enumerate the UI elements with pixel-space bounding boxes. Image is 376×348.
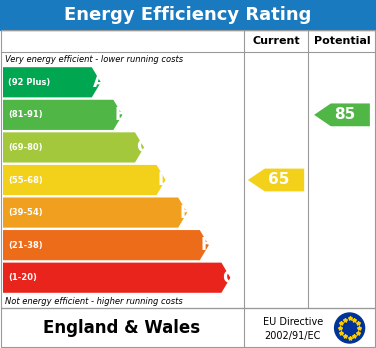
Polygon shape xyxy=(3,132,144,163)
Text: Potential: Potential xyxy=(314,36,370,46)
Text: (55-68): (55-68) xyxy=(8,175,43,184)
Circle shape xyxy=(335,313,365,343)
Polygon shape xyxy=(3,197,187,228)
Text: (1-20): (1-20) xyxy=(8,273,37,282)
Text: Not energy efficient - higher running costs: Not energy efficient - higher running co… xyxy=(5,296,183,306)
Text: E: E xyxy=(179,204,191,222)
Polygon shape xyxy=(3,100,123,130)
Text: G: G xyxy=(222,269,236,287)
Text: England & Wales: England & Wales xyxy=(44,319,200,337)
Text: 65: 65 xyxy=(268,173,290,188)
Polygon shape xyxy=(248,168,304,191)
Polygon shape xyxy=(3,263,230,293)
Text: (81-91): (81-91) xyxy=(8,110,42,119)
Text: 85: 85 xyxy=(334,107,355,122)
Polygon shape xyxy=(314,103,370,126)
Text: F: F xyxy=(201,236,212,254)
Bar xyxy=(0,0,376,30)
Bar xyxy=(1,308,375,347)
Text: (21-38): (21-38) xyxy=(8,241,42,250)
Text: Current: Current xyxy=(252,36,300,46)
Bar xyxy=(1,30,375,308)
Polygon shape xyxy=(3,67,101,97)
Text: Very energy efficient - lower running costs: Very energy efficient - lower running co… xyxy=(5,55,183,63)
Polygon shape xyxy=(3,165,165,195)
Text: B: B xyxy=(114,106,127,124)
Text: EU Directive: EU Directive xyxy=(263,317,323,327)
Text: A: A xyxy=(93,73,106,91)
Text: C: C xyxy=(136,139,148,157)
Text: 2002/91/EC: 2002/91/EC xyxy=(265,331,321,341)
Text: (69-80): (69-80) xyxy=(8,143,42,152)
Text: Energy Efficiency Rating: Energy Efficiency Rating xyxy=(64,6,312,24)
Polygon shape xyxy=(3,230,209,260)
Text: (39-54): (39-54) xyxy=(8,208,42,217)
Text: (92 Plus): (92 Plus) xyxy=(8,78,50,87)
Text: D: D xyxy=(158,171,171,189)
